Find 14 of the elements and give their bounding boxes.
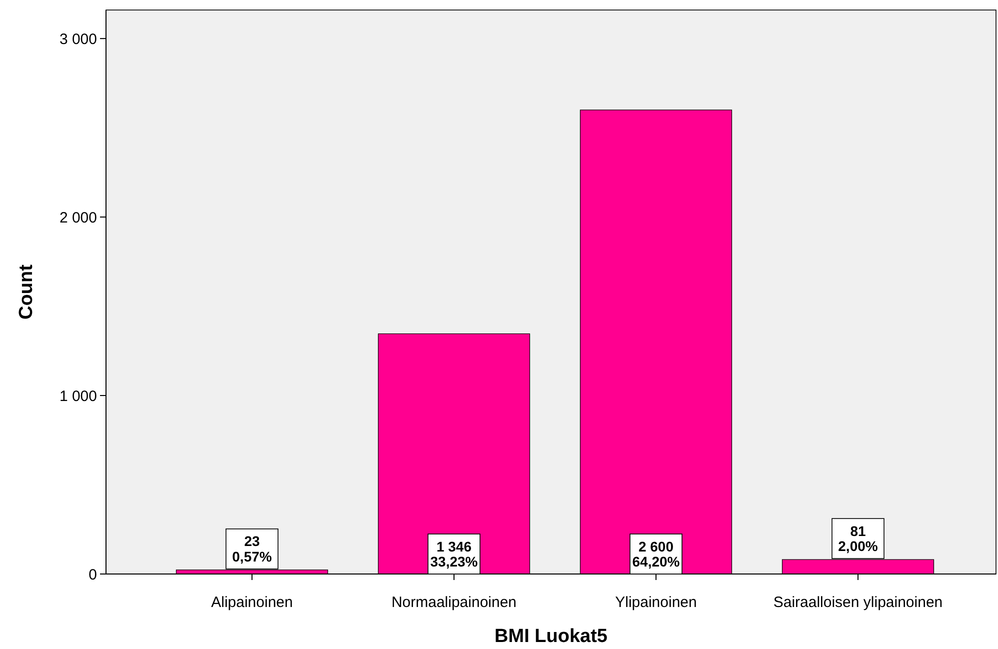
y-axis-title: Count [16, 264, 37, 320]
data-label: 23 0,57% [232, 533, 272, 565]
x-tick-label: Normaalipainoinen [391, 594, 517, 611]
y-tick-label: 0 [88, 566, 97, 584]
x-tick-label: Sairaalloisen ylipainoinen [773, 594, 943, 611]
data-label: 81 2,00% [838, 522, 878, 554]
x-axis-title: BMI Luokat5 [494, 626, 608, 647]
x-tick-label: Alipainoinen [211, 594, 293, 611]
data-label: 1 346 33,23% [430, 538, 478, 570]
data-label: 2 600 64,20% [632, 538, 680, 570]
x-tick-label: Ylipainoinen [615, 594, 697, 611]
y-tick-label: 2 000 [59, 209, 97, 226]
y-tick-label: 1 000 [59, 388, 97, 405]
y-tick-label: 3 000 [59, 30, 97, 48]
